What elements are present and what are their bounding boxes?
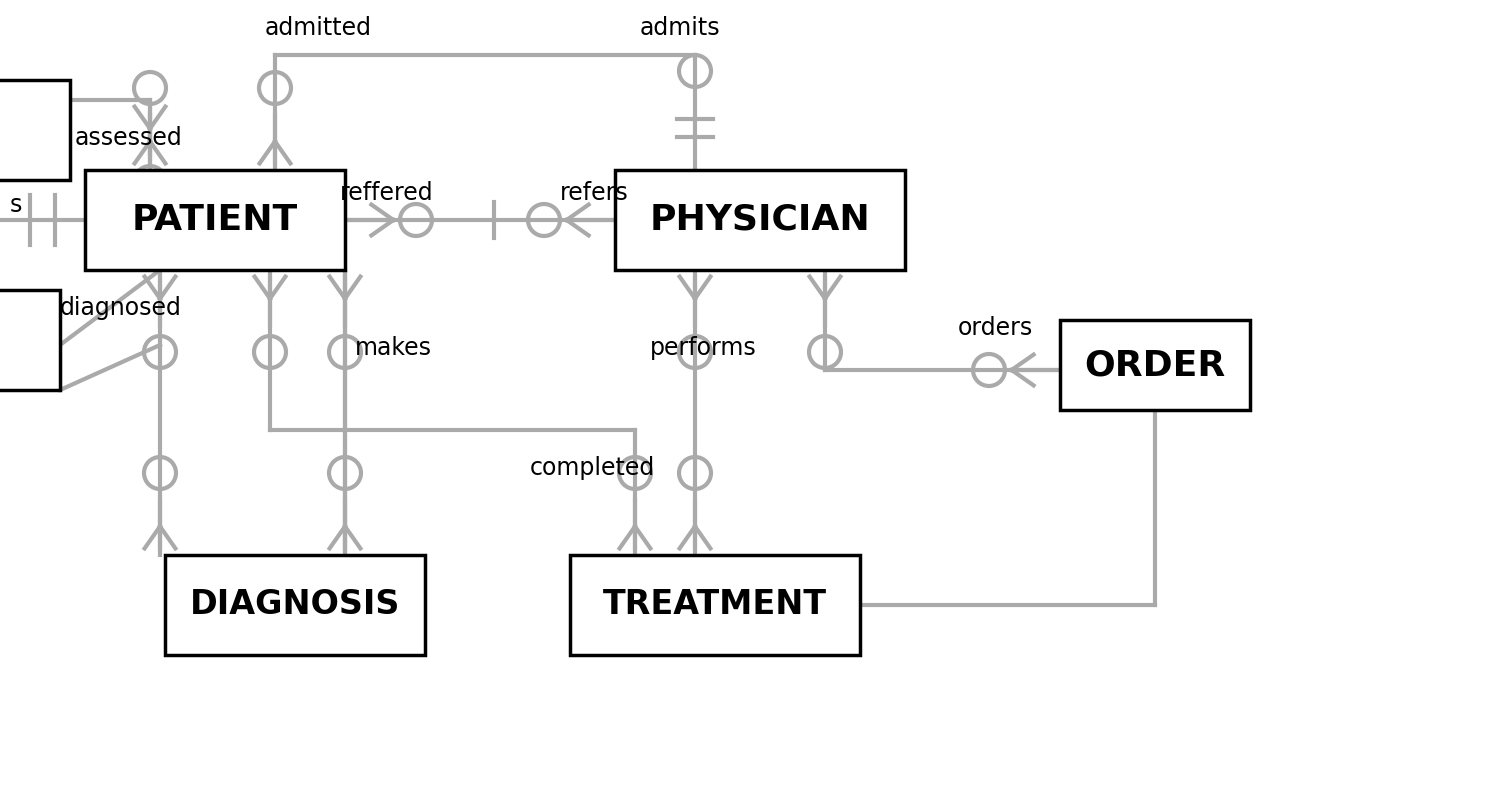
Text: admitted: admitted	[265, 16, 372, 40]
Text: reffered: reffered	[340, 181, 434, 205]
Text: ORDER: ORDER	[1085, 348, 1226, 382]
Text: TREATMENT: TREATMENT	[603, 589, 828, 622]
Text: completed: completed	[531, 456, 655, 480]
Text: assessed: assessed	[74, 126, 183, 150]
Bar	[615, 170, 905, 270]
Bar	[85, 170, 345, 270]
Bar	[165, 555, 425, 655]
Text: orders: orders	[958, 316, 1033, 340]
Text: makes: makes	[355, 336, 432, 360]
Bar	[0, 290, 59, 390]
Text: s: s	[10, 193, 22, 217]
Text: PATIENT: PATIENT	[132, 203, 299, 237]
Text: performs: performs	[649, 336, 756, 360]
Text: refers: refers	[560, 181, 629, 205]
Bar	[0, 80, 70, 180]
Text: diagnosed: diagnosed	[59, 296, 181, 320]
Text: DIAGNOSIS: DIAGNOSIS	[190, 589, 400, 622]
Text: admits: admits	[640, 16, 721, 40]
Bar	[1060, 320, 1250, 410]
Text: PHYSICIAN: PHYSICIAN	[649, 203, 871, 237]
Bar	[571, 555, 860, 655]
